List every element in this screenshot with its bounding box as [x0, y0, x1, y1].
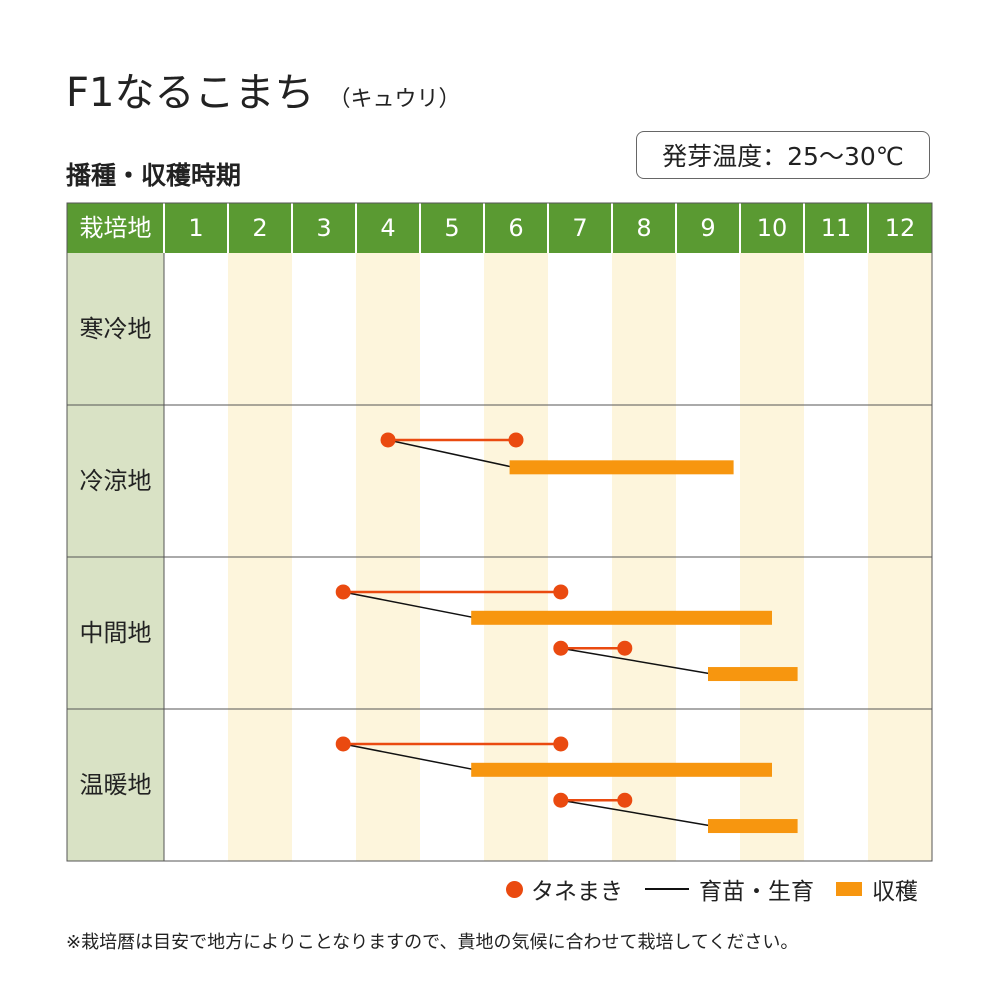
region-label: 冷涼地: [80, 467, 152, 495]
sowing-end-dot: [508, 432, 524, 448]
sowing-start-dot: [553, 792, 569, 808]
chart-border: [66, 202, 933, 862]
region-label: 中間地: [80, 619, 152, 647]
month-label: 8: [636, 214, 651, 242]
region-label: 温暖地: [80, 771, 152, 799]
section-title: 播種・収穫時期: [66, 161, 242, 190]
title-sub: （キュウリ）: [328, 87, 461, 112]
sowing-start-dot: [335, 736, 351, 752]
month-label: 11: [821, 214, 852, 242]
legend-harvest: 収穫: [836, 872, 918, 906]
page-title: F1なるこまち （キュウリ）: [66, 60, 460, 120]
harvest-bar: [471, 762, 772, 777]
month-label: 5: [444, 214, 459, 242]
month-label: 4: [380, 214, 395, 242]
month-label: 2: [252, 214, 267, 242]
month-label: 10: [757, 214, 788, 242]
legend: タネまき 育苗・生育 収穫: [506, 872, 940, 906]
germination-text: 発芽温度：25～30℃: [662, 142, 904, 171]
growing-line: [387, 439, 514, 469]
month-label: 7: [572, 214, 587, 242]
sowing-end-dot: [553, 736, 569, 752]
legend-growing: 育苗・生育: [645, 872, 814, 906]
legend-sowing-label: タネまき: [531, 879, 623, 905]
legend-sowing: タネまき: [506, 872, 623, 906]
footnote: ※栽培暦は目安で地方によりことなりますので、貴地の気候に合わせて栽培してください…: [66, 932, 799, 953]
sowing-end-dot: [617, 792, 633, 808]
sowing-start-dot: [335, 584, 351, 600]
sowing-start-dot: [553, 640, 569, 656]
month-label: 12: [885, 214, 916, 242]
sowing-end-dot: [553, 584, 569, 600]
legend-growing-label: 育苗・生育: [699, 879, 814, 905]
growing-line: [560, 799, 713, 827]
harvest-bar: [509, 460, 734, 475]
growing-line: [343, 591, 476, 619]
growing-line: [560, 647, 713, 675]
title-main: F1なるこまち: [66, 70, 315, 116]
legend-growing-line-icon: [645, 888, 689, 890]
sowing-end-dot: [617, 640, 633, 656]
sowing-start-dot: [380, 432, 396, 448]
header-corner-label: 栽培地: [80, 214, 152, 242]
growing-line: [343, 743, 476, 771]
legend-harvest-bar-icon: [836, 882, 862, 896]
harvest-bar: [708, 667, 798, 682]
harvest-bar: [708, 819, 798, 834]
region-label: 寒冷地: [80, 315, 152, 343]
harvest-bar: [471, 610, 772, 625]
germination-box: 発芽温度：25～30℃: [636, 131, 930, 179]
legend-harvest-label: 収穫: [872, 879, 918, 905]
month-label: 9: [700, 214, 715, 242]
month-label: 3: [316, 214, 331, 242]
legend-sowing-dot-icon: [506, 880, 523, 898]
month-label: 6: [508, 214, 523, 242]
header-row: [67, 203, 932, 253]
month-label: 1: [188, 214, 203, 242]
